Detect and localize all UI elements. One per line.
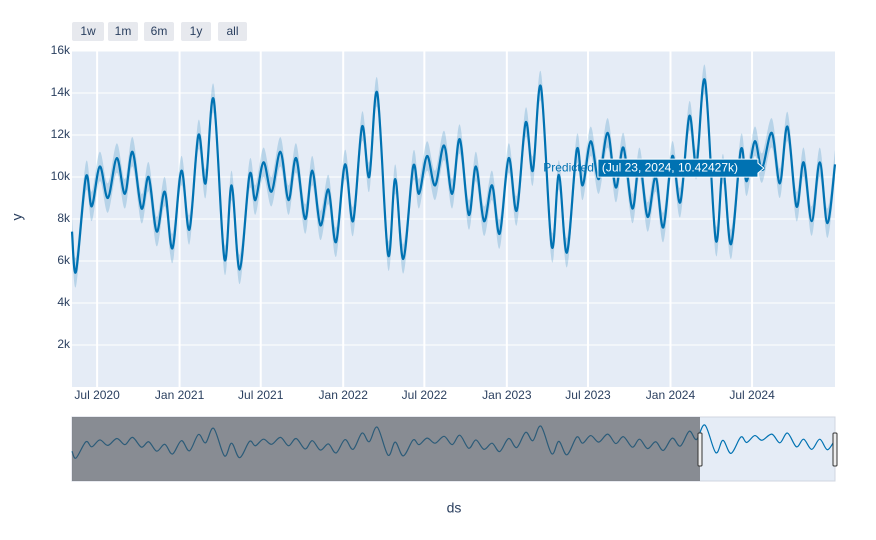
y-tick-label: 6k (57, 253, 71, 267)
x-tick-label: Jul 2024 (729, 388, 775, 402)
range-button[interactable]: 6m (144, 22, 174, 41)
range-button[interactable]: 1w (72, 22, 104, 41)
range-button-label[interactable]: 6m (151, 24, 168, 38)
range-button-bg[interactable] (181, 22, 211, 41)
x-tick-label: Jul 2023 (565, 388, 611, 402)
tooltip-name: Predicted (543, 160, 594, 174)
range-button-label[interactable]: 1m (115, 24, 132, 38)
range-button[interactable]: all (218, 22, 247, 41)
y-tick-label: 8k (57, 211, 71, 225)
y-tick-label: 4k (57, 295, 71, 309)
x-tick-label: Jan 2023 (482, 388, 532, 402)
y-tick-label: 14k (51, 85, 71, 99)
range-button[interactable]: 1y (181, 22, 211, 41)
range-button[interactable]: 1m (108, 22, 138, 41)
x-axis-title: ds (447, 500, 462, 516)
range-button-label[interactable]: 1y (190, 24, 203, 38)
x-tick-label: Jul 2020 (74, 388, 120, 402)
range-button-bg[interactable] (218, 22, 247, 41)
y-tick-label: 2k (57, 337, 71, 351)
range-button-label[interactable]: all (226, 24, 238, 38)
y-axis-title: y (9, 214, 25, 221)
x-tick-label: Jul 2022 (402, 388, 448, 402)
x-tick-label: Jan 2022 (319, 388, 369, 402)
range-button-bg[interactable] (108, 22, 138, 41)
forecast-line (70, 78, 837, 274)
range-button-label[interactable]: 1w (80, 24, 96, 38)
x-tick-label: Jul 2021 (238, 388, 284, 402)
x-tick-label: Jan 2021 (155, 388, 205, 402)
y-tick-label: 12k (51, 127, 71, 141)
uncertainty-band (72, 64, 835, 288)
tooltip-box (597, 158, 765, 178)
y-tick-label: 10k (51, 169, 71, 183)
range-button-bg[interactable] (144, 22, 174, 41)
x-tick-label: Jan 2024 (646, 388, 696, 402)
tooltip-text: (Jul 23, 2024, 10.42427k) (602, 160, 738, 174)
y-tick-label: 16k (51, 43, 71, 57)
slider-handle[interactable] (697, 432, 703, 467)
range-button-bg[interactable] (72, 22, 104, 41)
slider-mask (72, 417, 700, 481)
slider-handle[interactable] (832, 432, 838, 467)
